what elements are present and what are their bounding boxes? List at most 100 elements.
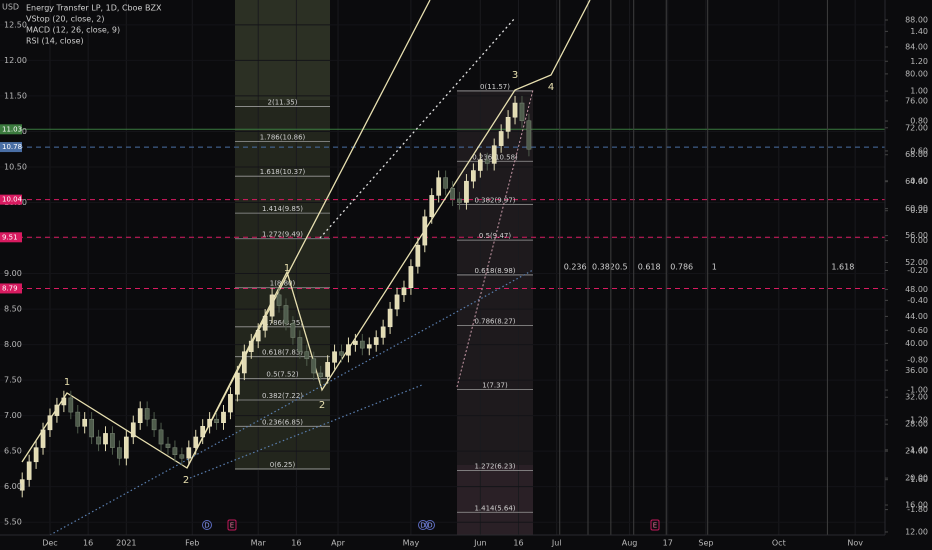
price-label-box — [0, 124, 22, 135]
candle-body — [228, 394, 233, 413]
price-label: 9.51 — [2, 233, 18, 241]
candle-body — [269, 294, 275, 317]
y2-tick-label: 88.00 — [905, 16, 928, 25]
fib-label: 0.786(8.25) — [262, 319, 303, 327]
axes: Dec 16 2021 Feb Mar 16 Apr May Jun 16 Jul Aug 17 Sep O… — [0, 16, 928, 548]
fib-box-bottom — [457, 465, 533, 535]
fib-diagonal — [456, 89, 534, 388]
candle-body — [207, 418, 212, 427]
event-marker — [227, 519, 237, 531]
y-tick-label: 6.50 — [4, 447, 22, 456]
x-tick-label: Apr — [331, 539, 346, 548]
event-label: E — [653, 522, 657, 530]
fib-label: 1.272(9.49) — [262, 231, 303, 239]
candle-body — [519, 102, 525, 122]
fib-label: 0.382(9.97) — [474, 197, 515, 205]
event-label: E — [230, 522, 234, 530]
candle-body — [262, 315, 268, 331]
y3-tick-label: 0.80 — [910, 117, 928, 126]
fib-levels: 2(11.35) 1.786(10.86) 1.618(10.37) 1.414(9.… — [235, 0, 854, 535]
x-tick-label: Jun — [473, 539, 487, 548]
candle-body — [346, 344, 351, 356]
price-label: 11.03 — [2, 125, 22, 133]
candle-body — [200, 426, 206, 438]
candle-body — [401, 287, 407, 296]
candle-body — [276, 294, 282, 306]
candle-body — [471, 170, 476, 182]
candle-body — [443, 177, 448, 189]
candle-body — [283, 305, 289, 324]
price-label-box — [0, 142, 22, 153]
fib-label: 0.5(7.52) — [266, 371, 298, 379]
candle-body — [40, 429, 46, 448]
y3-tick-label: -1.00 — [907, 386, 928, 395]
y-tick-label: 8.00 — [4, 340, 22, 349]
x-tick-label: Oct — [772, 539, 786, 548]
candle-body — [353, 340, 358, 345]
event-label: D — [204, 522, 209, 530]
candle-body — [498, 131, 504, 146]
candle-body — [415, 244, 421, 267]
y-tick-label: 5.50 — [4, 518, 22, 527]
x-tick-label: Mar — [251, 539, 267, 548]
x-tick-label: Aug — [622, 539, 638, 548]
fib-label: 2(11.35) — [268, 99, 298, 107]
fib-label: 0.236(6.85) — [262, 418, 303, 426]
y3-tick-label: 1.20 — [910, 57, 928, 66]
candle-body — [318, 372, 324, 377]
event-label: D — [420, 522, 425, 530]
candle-body — [477, 159, 483, 171]
candles — [19, 95, 532, 498]
price-label: 10.78 — [2, 143, 22, 151]
candle-body — [235, 372, 240, 395]
candle-body — [221, 411, 226, 423]
y3-tick-label: 0.40 — [910, 176, 928, 185]
y2-tick-label: 72.00 — [905, 123, 928, 132]
candle-body — [422, 216, 428, 246]
y2-tick-label: 52.00 — [905, 258, 928, 267]
x-tick-label: 2021 — [116, 539, 136, 548]
y2-tick-label: 32.00 — [905, 393, 928, 402]
candle-body — [255, 330, 261, 342]
event-marker — [418, 520, 428, 530]
fib-label: 1.414(9.85) — [262, 205, 303, 213]
candle-body — [103, 433, 108, 445]
event-marker — [650, 519, 660, 531]
candle-body — [130, 422, 136, 438]
candle-body — [484, 159, 490, 164]
fib-label: 0(11.57) — [480, 83, 510, 91]
candle-body — [248, 340, 254, 352]
y2-tick-label: 44.00 — [905, 312, 928, 321]
y3-tick-label: -0.40 — [907, 296, 928, 305]
candle-body — [33, 447, 39, 463]
fib-label: 1.272(6.23) — [474, 462, 515, 470]
fib-box-top — [235, 0, 330, 100]
y2-tick-label: 40.00 — [905, 339, 928, 348]
candle-body — [151, 418, 157, 431]
y3-tick-label: -0.20 — [907, 266, 928, 275]
y2-tick-label: 60.00 — [905, 204, 928, 213]
candle-body — [394, 294, 400, 310]
y3-tick-label: -1.40 — [907, 445, 928, 454]
candle-body — [158, 429, 164, 445]
fib-label: 0.786(8.27) — [474, 317, 515, 325]
price-label: 8.79 — [2, 284, 18, 292]
x-tick-label: Feb — [185, 539, 199, 548]
y-tick-label: 8.50 — [4, 305, 22, 314]
fib-label: 0.618(8.98) — [474, 267, 515, 275]
fib-label: 1.786(10.86) — [260, 133, 306, 141]
wave-line — [21, 0, 591, 469]
candle-body — [214, 418, 219, 423]
y2-tick-label: 76.00 — [905, 96, 928, 105]
event-marker — [202, 520, 212, 530]
candle-body — [172, 447, 178, 455]
y3-tick-label: -1.60 — [907, 475, 928, 484]
y2-tick-label: 36.00 — [905, 366, 928, 375]
x-tick-label: Jul — [551, 539, 562, 548]
y-tick-label: 12.50 — [4, 20, 27, 29]
candle-body — [332, 351, 337, 363]
x-tick-label: 16 — [291, 539, 301, 548]
candle-body — [429, 195, 435, 217]
candle-body — [75, 411, 81, 427]
